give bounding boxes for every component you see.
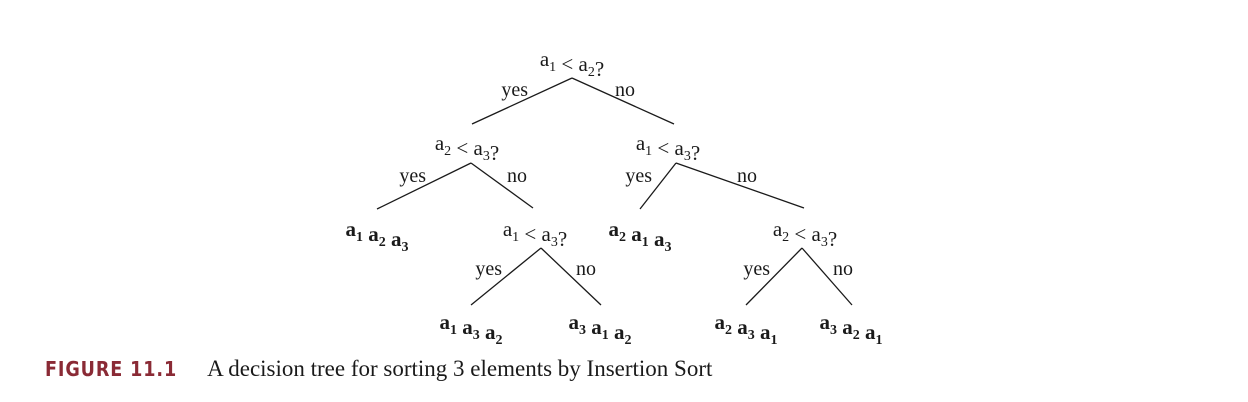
edge-n3-n5 bbox=[675, 162, 805, 209]
edge-n3-l2 bbox=[639, 162, 677, 210]
comparison-node-n3: a1 < a3? bbox=[636, 131, 700, 165]
yes-label-n4-l3: yes bbox=[475, 258, 502, 280]
edge-n5-l5 bbox=[745, 247, 803, 306]
edge-n4-l3 bbox=[470, 247, 542, 306]
yes-label-n5-l5: yes bbox=[743, 258, 770, 280]
edge-n5-l6 bbox=[801, 247, 853, 306]
decision-tree: yes no yes no yes no yes no yes no a1 < a2? a2 < a3… bbox=[346, 47, 883, 345]
comparison-node-n2: a2 < a3? bbox=[435, 131, 499, 165]
comparison-node-n4: a1 < a3? bbox=[503, 217, 567, 251]
leaf-l4: a3 a1 a2 bbox=[569, 310, 632, 345]
edge-n1-n2 bbox=[471, 77, 573, 125]
no-label-n4-l4: no bbox=[576, 258, 596, 280]
edge-n4-l4 bbox=[540, 247, 602, 306]
edge-n2-l1 bbox=[376, 162, 472, 210]
comparison-node-n1: a1 < a2? bbox=[540, 47, 604, 81]
figure-caption-text: A decision tree for sorting 3 elements b… bbox=[207, 356, 713, 381]
yes-label-n2-l1: yes bbox=[399, 165, 426, 187]
figure-caption: FIGURE 11.1 A decision tree for sorting … bbox=[45, 356, 712, 382]
yes-label-n3-l2: yes bbox=[625, 165, 652, 187]
edge-n2-n4 bbox=[470, 162, 534, 209]
no-label-n1-n3: no bbox=[615, 79, 635, 101]
leaf-l2: a2 a1 a3 bbox=[609, 217, 672, 255]
no-label-n3-n5: no bbox=[737, 165, 757, 187]
leaf-l1: a1 a2 a3 bbox=[346, 217, 409, 255]
comparison-node-n5: a2 < a3? bbox=[773, 217, 837, 251]
leaf-l6: a3 a2 a1 bbox=[820, 310, 883, 345]
edge-n1-n3 bbox=[571, 77, 675, 125]
leaf-l3: a1 a3 a2 bbox=[440, 310, 503, 345]
no-label-n5-l6: no bbox=[833, 258, 853, 280]
no-label-n2-n4: no bbox=[507, 165, 527, 187]
leaf-l5: a2 a3 a1 bbox=[715, 310, 778, 345]
yes-label-n1-n2: yes bbox=[501, 79, 528, 101]
figure-label: FIGURE 11.1 bbox=[45, 357, 178, 381]
